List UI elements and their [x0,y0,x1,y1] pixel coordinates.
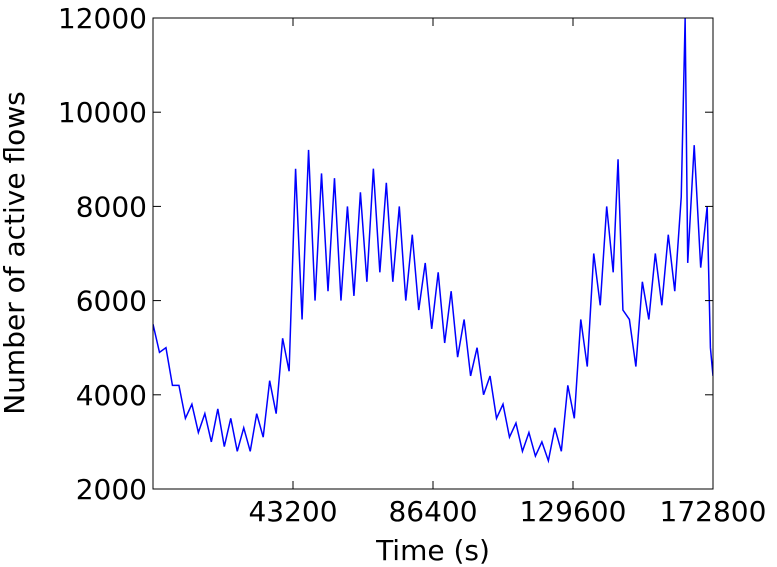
y-tick-label: 6000 [76,285,147,318]
y-axis-label: Number of active flows [0,91,31,415]
y-tick-label: 4000 [76,379,147,412]
x-axis-label: Time (s) [375,534,490,567]
x-tick-label: 172800 [660,495,767,528]
y-tick-label: 8000 [76,190,147,223]
x-tick-label: 43200 [248,495,337,528]
y-tick-label: 10000 [58,96,147,129]
y-tick-label: 12000 [58,2,147,35]
x-tick-label: 129600 [520,495,627,528]
y-tick-label: 2000 [76,473,147,506]
x-tick-label: 86400 [388,495,477,528]
plot-frame [152,17,714,490]
data-line [153,18,713,464]
